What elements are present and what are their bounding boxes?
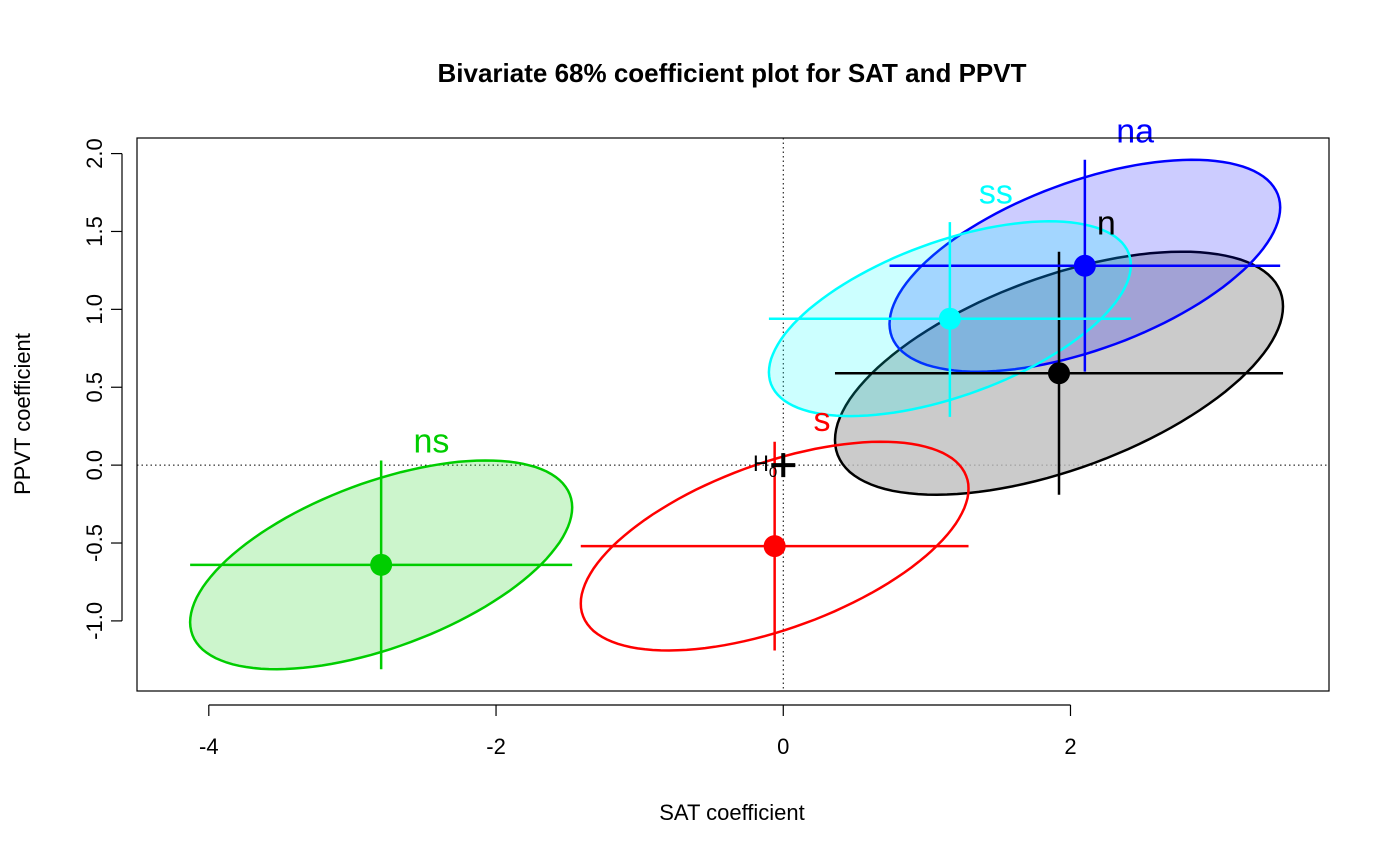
point-na xyxy=(1073,254,1096,277)
y-axis-label: PPVT coefficient xyxy=(10,333,35,495)
series-label-ss: ss xyxy=(979,173,1013,211)
x-tick-label: -2 xyxy=(486,734,506,759)
point-ns xyxy=(370,553,393,576)
y-tick-label: 1.5 xyxy=(82,216,107,247)
y-tick-label: 2.0 xyxy=(82,138,107,169)
x-axis-label: SAT coefficient xyxy=(659,800,805,825)
x-tick-label: 0 xyxy=(777,734,789,759)
series-label-ns: ns xyxy=(413,423,449,461)
h0-subscript: 0 xyxy=(769,464,777,481)
y-tick-label: -0.5 xyxy=(82,524,107,562)
series-label-s: s xyxy=(814,401,831,439)
y-tick-label: 0.0 xyxy=(82,450,107,481)
point-n xyxy=(1048,362,1071,385)
plot-contents: H0 xyxy=(137,138,1329,691)
x-tick-label: -4 xyxy=(199,734,219,759)
y-tick-label: -1.0 xyxy=(82,602,107,640)
point-ss xyxy=(938,307,961,330)
x-tick-label: 2 xyxy=(1064,734,1076,759)
series-label-na: na xyxy=(1116,113,1154,151)
ellipse-s xyxy=(579,440,970,652)
y-tick-label: 0.5 xyxy=(82,372,107,403)
chart-title: Bivariate 68% coefficient plot for SAT a… xyxy=(438,58,1027,88)
y-tick-label: 1.0 xyxy=(82,294,107,325)
plot-border xyxy=(136,137,1330,692)
point-s xyxy=(763,535,786,558)
series-label-n: n xyxy=(1097,205,1116,243)
